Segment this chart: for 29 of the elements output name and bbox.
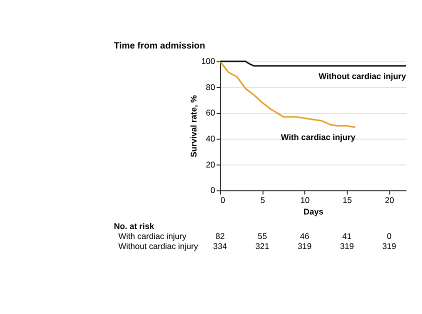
- series-label: With cardiac injury: [280, 132, 356, 142]
- chart-title: Time from admission: [114, 40, 206, 50]
- text: 319: [340, 240, 354, 251]
- y-tick-label: 60: [206, 108, 216, 118]
- x-tick-label: 15: [342, 194, 352, 205]
- x-axis-title: Days: [304, 206, 324, 216]
- y-tick-label: 40: [206, 133, 216, 144]
- x-tick-label: 20: [384, 194, 395, 205]
- text: 319: [382, 240, 396, 251]
- y-tick-label: 100: [201, 56, 216, 66]
- text: 334: [213, 240, 228, 251]
- text: 319: [298, 240, 312, 251]
- text: 321: [255, 240, 270, 251]
- y-tick-label: 0: [210, 185, 216, 196]
- text: 55: [258, 230, 268, 241]
- x-tick-label: 0: [220, 194, 226, 205]
- y-tick-label: 80: [206, 82, 216, 92]
- text: No. at risk: [114, 221, 154, 232]
- series-label: Without cardiac injury: [318, 70, 406, 81]
- x-tick-label: 5: [260, 194, 266, 205]
- text: 41: [342, 230, 352, 241]
- text: 46: [300, 230, 310, 241]
- text: 0: [386, 230, 392, 241]
- text: 82: [215, 230, 226, 241]
- y-axis-title: Survival rate, %: [188, 94, 199, 158]
- y-tick-label: 20: [206, 159, 216, 170]
- x-tick-label: 10: [300, 194, 310, 205]
- text: Without cardiac injury: [118, 240, 199, 251]
- text: With cardiac injury: [118, 230, 188, 241]
